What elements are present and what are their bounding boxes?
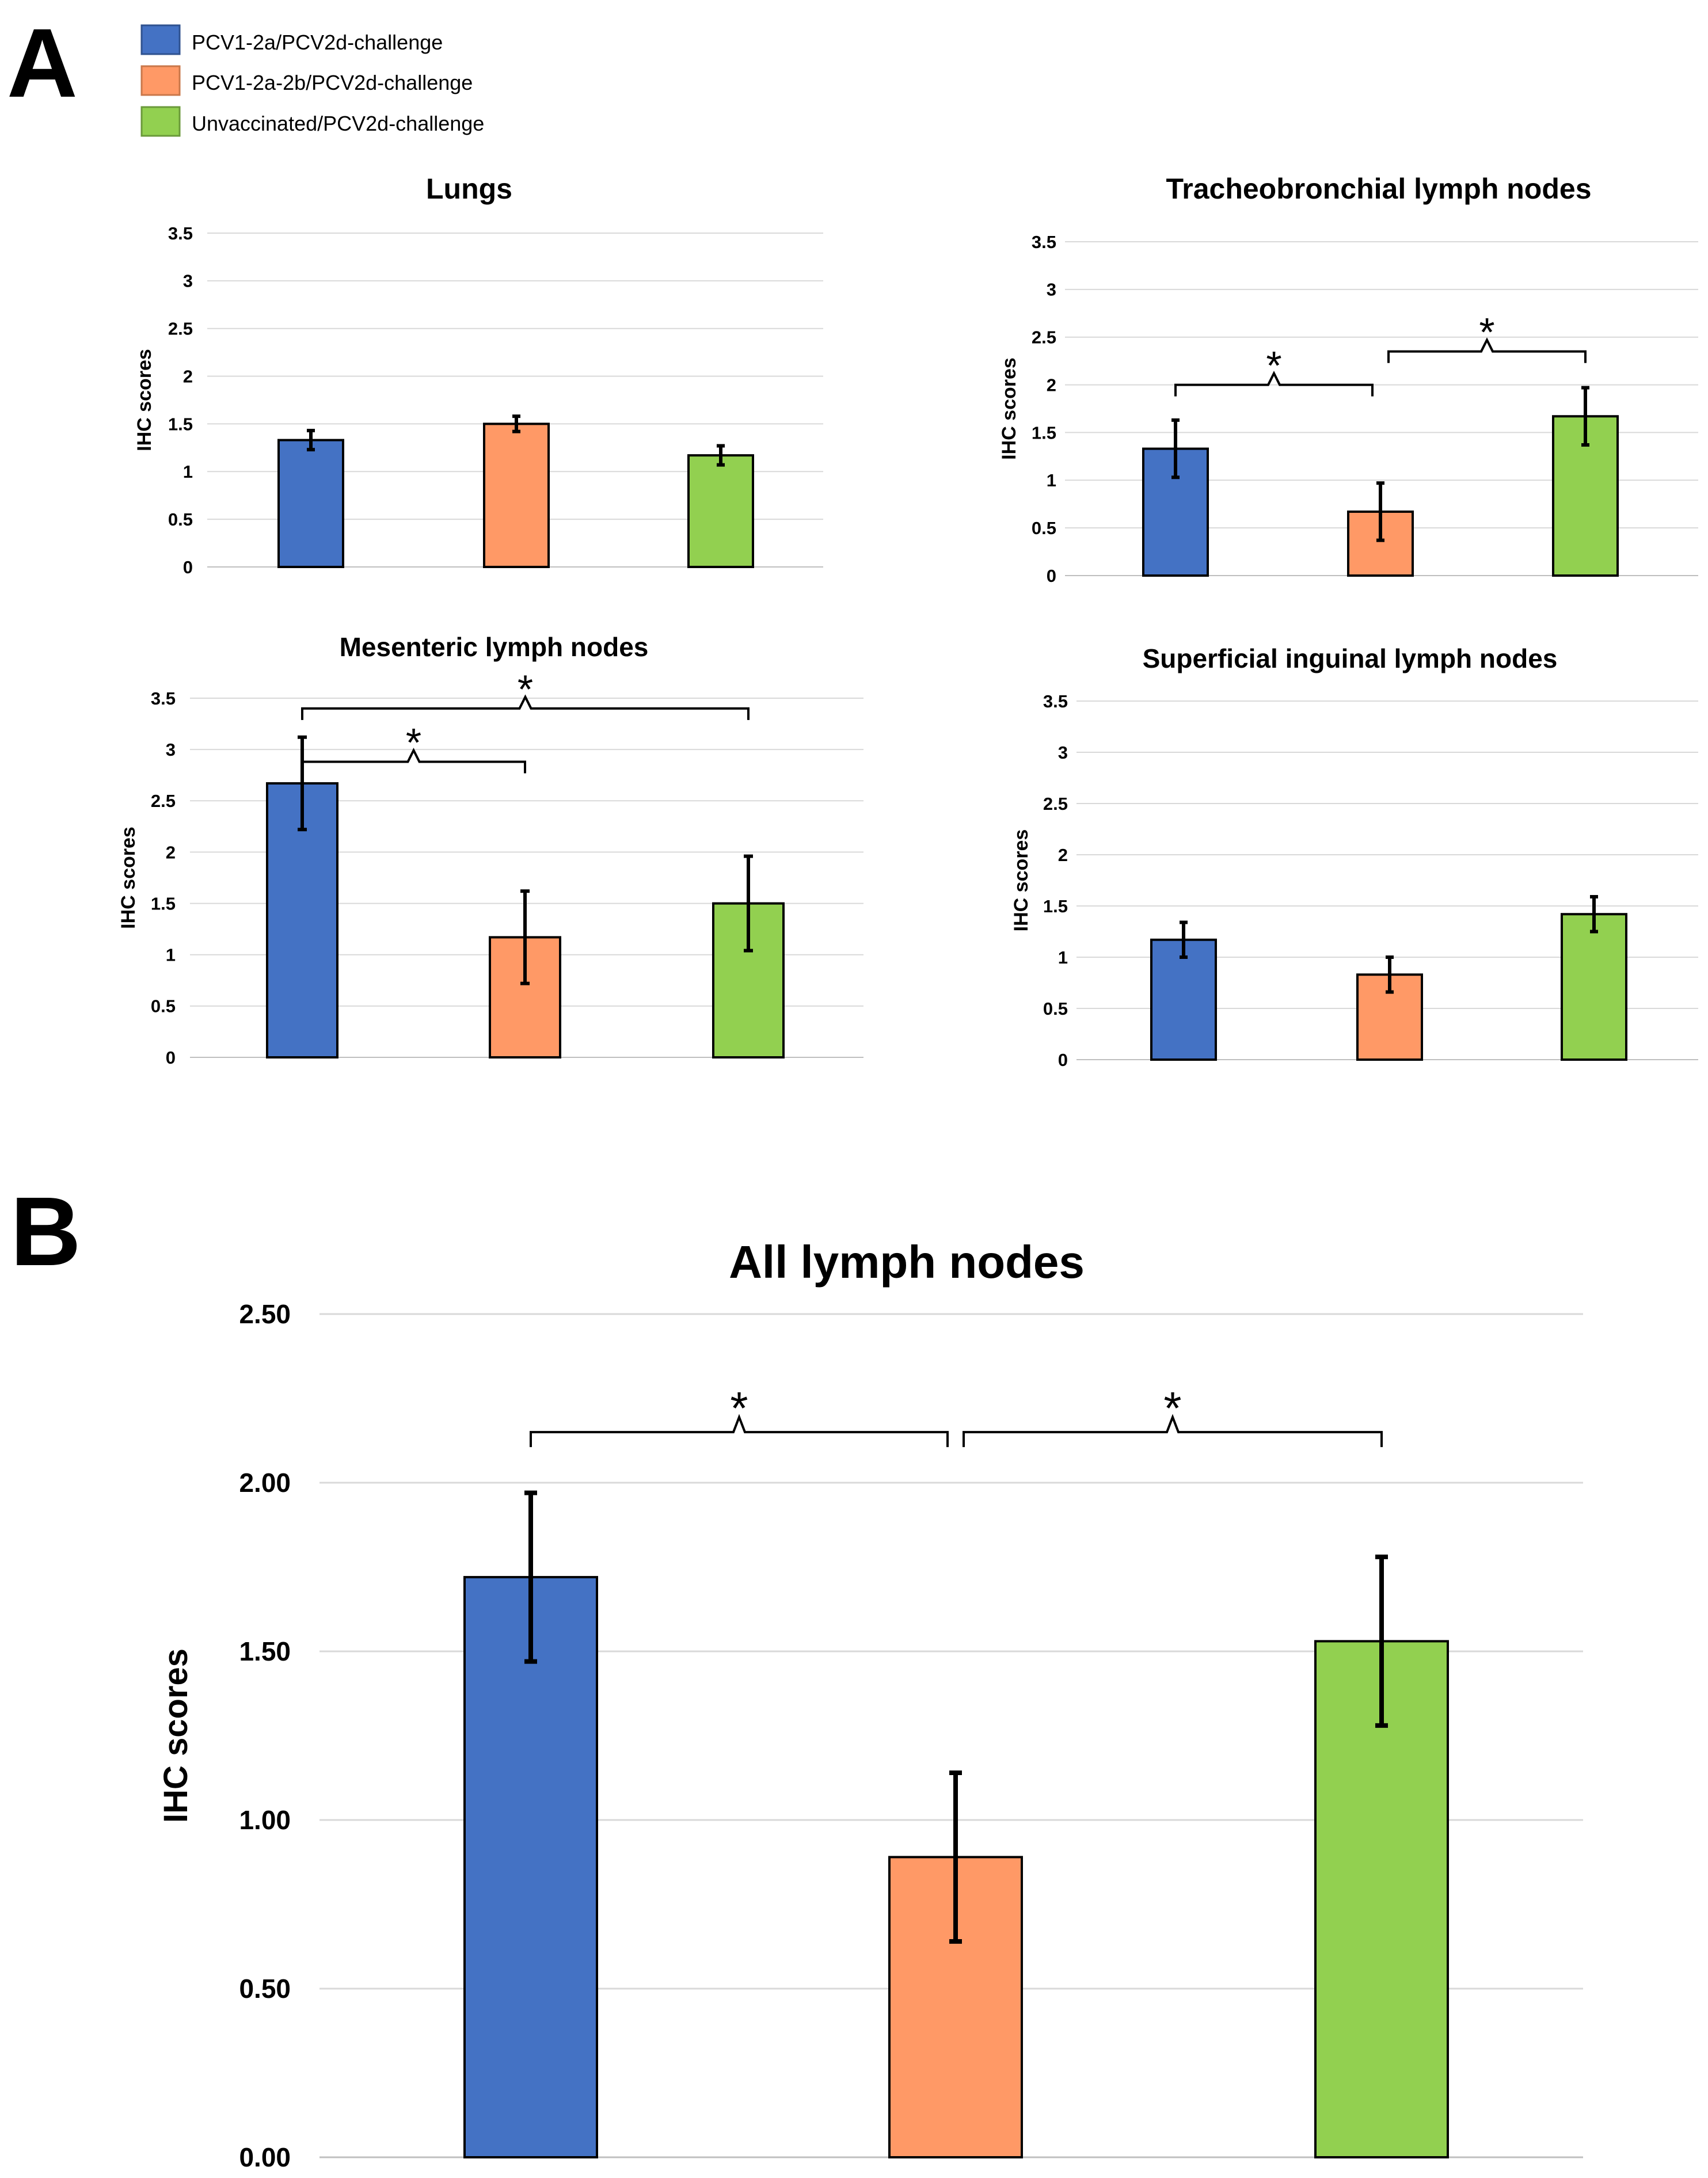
legend-item: PCV1-2a-2b/PCV2d-challenge [140,65,473,96]
y-tick-label: 1 [1058,947,1068,968]
y-tick-label: 3 [1047,280,1056,300]
y-tick-label: 2.50 [239,1299,291,1329]
legend-item: PCV1-2a/PCV2d-challenge [140,24,443,55]
chart-superficial-inguinal-lymph-nodes: Superficial inguinal lymph nodes 0 0.5 1 1.5… [1010,644,1698,1070]
y-tick-label: 0.5 [1032,518,1056,538]
y-tick-label: 0.5 [151,996,176,1016]
legend-item: Unvaccinated/PCV2d-challenge [140,106,484,137]
legend: PCV1-2a/PCV2d-challenge PCV1-2a-2b/PCV2d… [140,24,484,137]
y-tick-label: 2.5 [1043,794,1068,814]
y-tick-label: 3 [166,740,176,760]
y-tick-label: 1.5 [1032,422,1056,443]
y-tick-label: 2.5 [168,319,193,339]
y-axis-label: IHC scores [157,1648,195,1823]
chart-tracheobronchial-lymph-nodes: Tracheobronchial lymph nodes 0 0.5 1 1.5 2 2.5… [998,173,1698,586]
y-axis-label: IHC scores [1010,829,1032,932]
y-tick-label: 3 [1058,742,1068,763]
legend-label: PCV1-2a/PCV2d-challenge [192,31,443,54]
chart-lungs: Lungs 0 0.5 1 1.5 2 2.5 3 3.5 IHC scores [134,173,823,577]
bar-pcv1-2a [277,439,344,568]
y-tick-label: 2 [166,842,176,862]
bar-pcv1-2a-2b [483,422,550,569]
legend-swatch-blue [140,24,181,55]
significance-bracket [301,694,750,720]
y-tick-label: 0 [1047,566,1056,586]
significance-bracket [301,748,526,774]
chart-title: Superficial inguinal lymph nodes [1143,644,1558,673]
y-tick-label: 3.5 [1032,232,1056,252]
y-tick-label: 1.00 [239,1805,291,1835]
y-tick-label: 1 [1047,470,1056,490]
y-tick-label: 2 [1047,375,1056,395]
y-axis-label: IHC scores [134,349,155,451]
significance-star: * [518,667,533,711]
y-tick-label: 3.5 [151,688,176,709]
bar-pcv1-2a [1150,938,1217,1061]
y-tick-label: 3.5 [168,223,193,243]
significance-star: * [730,1383,748,1434]
significance-bracket [1174,371,1374,397]
y-tick-label: 3 [183,271,193,291]
significance-bracket [963,1414,1383,1448]
y-tick-label: 0 [1058,1050,1068,1070]
bar-unvaccinated [687,454,754,568]
y-axis-label: IHC scores [998,357,1020,460]
bar-pcv1-2a [463,1576,598,2159]
y-tick-label: 1 [183,462,193,482]
chart-all-lymph-nodes: All lymph nodes 0.00 0.50 1.00 1.50 2.00 2.50 I… [157,1236,1583,2172]
y-tick-label: 2 [1058,845,1068,865]
chart-title: Lungs [426,173,512,205]
chart-title: Tracheobronchial lymph nodes [1166,173,1591,205]
significance-star: * [406,720,421,765]
y-tick-label: 0 [183,557,193,577]
panel-label-b: B [10,1177,81,1286]
significance-star: * [1266,343,1281,388]
chart-title: Mesenteric lymph nodes [340,632,649,662]
significance-star: * [1163,1383,1181,1434]
y-axis-label: IHC scores [117,827,139,929]
y-tick-label: 0.5 [1043,999,1068,1019]
legend-label: Unvaccinated/PCV2d-challenge [192,112,484,135]
y-tick-label: 1 [166,945,176,965]
bar-unvaccinated [1561,913,1627,1061]
legend-swatch-orange [140,65,181,96]
y-tick-label: 3.5 [1043,691,1068,711]
y-tick-label: 1.5 [168,414,193,434]
legend-label: PCV1-2a-2b/PCV2d-challenge [192,71,473,94]
chart-mesenteric-lymph-nodes: Mesenteric lymph nodes 0 0.5 1 1.5 2 2.5 3 3.5 IH… [117,632,863,1068]
chart-title: All lymph nodes [729,1236,1085,1288]
y-tick-label: 0 [166,1048,176,1068]
y-tick-label: 2.5 [151,791,176,811]
y-tick-label: 0.50 [239,1974,291,2004]
significance-star: * [1479,310,1494,355]
y-tick-label: 1.5 [151,893,176,913]
panel-label-a: A [7,9,78,118]
y-tick-label: 0.5 [168,509,193,530]
significance-bracket [1387,337,1587,363]
y-tick-label: 0.00 [239,2142,291,2172]
y-tick-label: 2.5 [1032,328,1056,348]
y-tick-label: 2 [183,366,193,386]
legend-swatch-green [140,106,181,137]
y-tick-label: 1.5 [1043,896,1068,916]
y-tick-label: 1.50 [239,1636,291,1666]
significance-bracket [530,1414,949,1448]
y-tick-label: 2.00 [239,1468,291,1498]
